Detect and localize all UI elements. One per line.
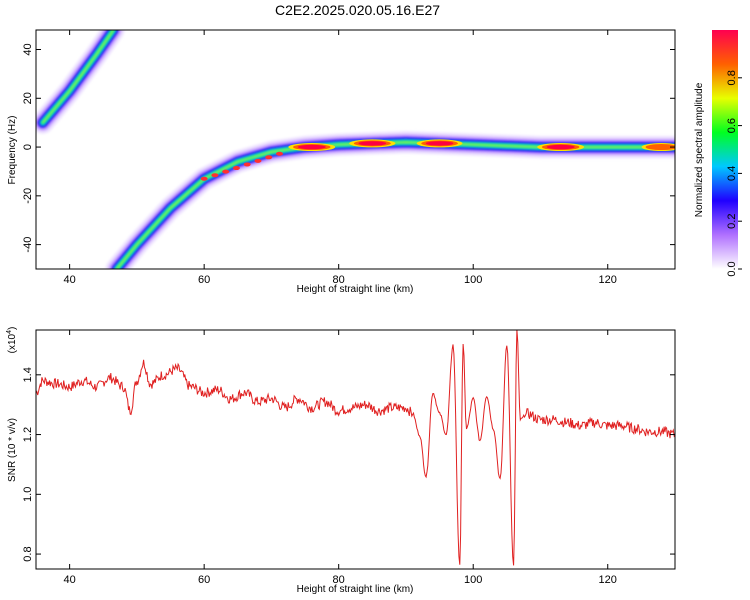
colorbar-tick-label: 0.2: [726, 214, 738, 229]
colorbar-tick-label: 0.6: [726, 118, 738, 133]
chart-title: C2E2.2025.020.05.16.E27: [274, 2, 441, 18]
snr-x-tick-label: 120: [599, 574, 617, 586]
spectrogram-hotspot-core: [645, 144, 675, 151]
spectrogram-hotspot-peak: [358, 141, 387, 146]
snr-scale-label: (x104): [6, 327, 18, 354]
spectrogram-x-tick-label: 80: [333, 274, 345, 286]
spectrogram-x-label: Height of straight line (km): [297, 284, 414, 295]
spectrogram-blob: [254, 158, 262, 163]
snr-y-label: SNR (10 * v/v): [7, 418, 18, 482]
snr-ticks: 40 60 80 100 120 0.8 1.0 1.2 1.4: [22, 330, 675, 586]
snr-y-tick-label: 1.2: [22, 427, 34, 442]
spectrogram-x-tick-label: 120: [599, 274, 617, 286]
spectrogram-y-tick-label: 40: [22, 43, 34, 55]
snr-frame: [35, 329, 676, 570]
colorbar-ticks: 0.0 0.2 0.4 0.6 0.8: [726, 70, 742, 277]
spectrogram-blob: [222, 169, 230, 174]
spectrogram-x-tick-label: 40: [64, 274, 76, 286]
spectrogram-ridge-0: [41, 30, 115, 124]
snr-scale-suffix: ): [7, 327, 18, 330]
snr-x-tick-label: 80: [333, 574, 345, 586]
spectrogram-y-tick-label: 20: [22, 92, 34, 104]
spectrogram-ridges: [36, 30, 675, 269]
colorbar-label: Normalized spectral amplitude: [694, 82, 705, 217]
snr-panel: 40 60 80 100 120 0.8 1.0 1.2 1.4 Height of strai…: [6, 327, 676, 595]
snr-x-tick-label: 60: [198, 574, 210, 586]
colorbar-tick-label: 0.8: [726, 70, 738, 85]
spectrogram-blob: [232, 166, 240, 171]
colorbar-tick-label: 0.4: [726, 166, 738, 181]
spectrogram-x-tick-label: 60: [198, 274, 210, 286]
snr-scale-exponent: 4: [6, 330, 13, 334]
spectrogram-y-tick-label: 0: [22, 144, 34, 150]
spectrogram-blob: [243, 162, 251, 167]
spectrogram-blob: [211, 173, 219, 178]
snr-x-tick-label: 40: [64, 574, 76, 586]
spectrogram-hotspot-peak: [425, 141, 454, 146]
snr-scale-prefix: (x10: [7, 333, 18, 353]
spectrogram-blob: [275, 151, 283, 156]
snr-y-tick-label: 1.0: [22, 487, 34, 502]
colorbar: 0.0 0.2 0.4 0.6 0.8 Normalized spectral ampl…: [694, 30, 742, 277]
spectrogram-blob: [265, 155, 273, 160]
snr-background: [36, 330, 675, 569]
snr-y-tick-label: 1.4: [22, 367, 34, 382]
spectrogram-panel: 40 60 80 100 120 -40 -20 0 20 40 Height of straig…: [7, 29, 676, 295]
snr-x-tick-label: 100: [464, 574, 482, 586]
spectrogram-y-label: Frequency (Hz): [7, 116, 18, 185]
snr-x-label: Height of straight line (km): [297, 584, 414, 595]
spectrogram-x-tick-label: 100: [464, 274, 482, 286]
colorbar-tick-label: 0.0: [726, 261, 738, 276]
snr-y-tick-label: 0.8: [22, 546, 34, 561]
spectrogram-y-tick-label: -20: [22, 188, 34, 204]
spectrogram-y-tick-label: -40: [22, 237, 34, 253]
snr-series-line: [36, 330, 675, 566]
spectrogram-frame: [35, 29, 676, 270]
colorbar-gradient: [712, 30, 738, 269]
spectrogram-hotspot-peak: [546, 144, 575, 150]
spectrogram-hotspot-peak: [297, 144, 326, 150]
spectrogram-blob: [200, 176, 208, 181]
spectrogram-ticks: 40 60 80 100 120 -40 -20 0 20 40: [22, 30, 675, 286]
